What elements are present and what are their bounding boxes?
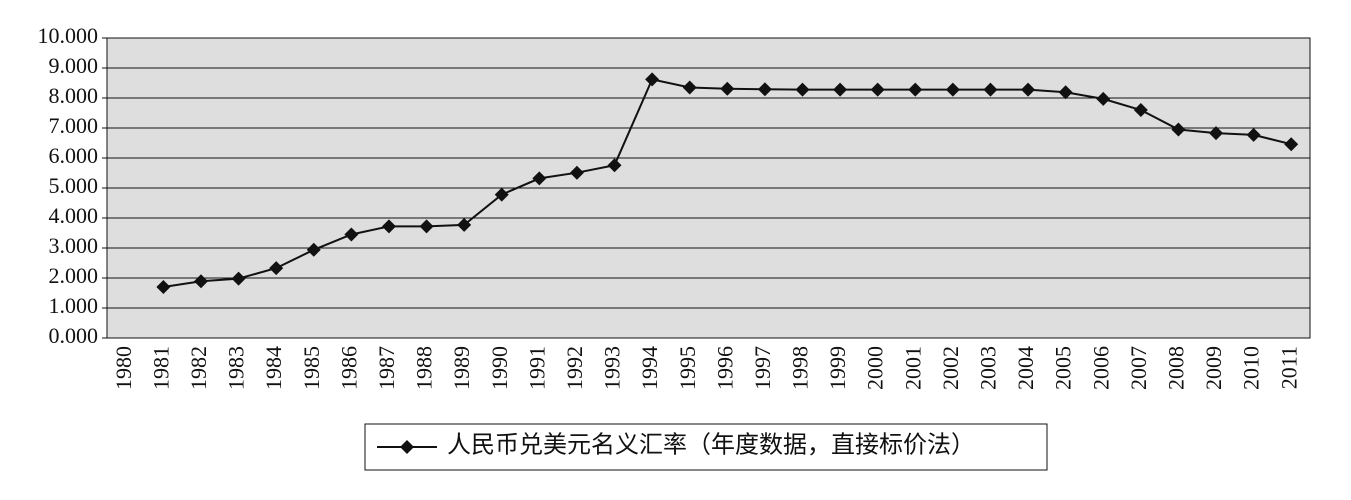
marker	[795, 82, 810, 97]
marker	[344, 227, 359, 242]
x-tick-label: 1990	[487, 346, 512, 390]
y-tick-label: 0.000	[49, 323, 99, 348]
y-tick-label: 7.000	[49, 113, 99, 138]
y-tick-label: 3.000	[49, 233, 99, 258]
marker	[1058, 85, 1073, 100]
x-tick-label: 2009	[1201, 346, 1226, 390]
x-tick-label: 1988	[412, 346, 437, 390]
x-tick-label: 2007	[1126, 346, 1151, 390]
marker	[306, 242, 321, 257]
y-tick-label: 10.000	[38, 23, 99, 48]
y-tick-label: 6.000	[49, 143, 99, 168]
x-tick-label: 2000	[863, 346, 888, 390]
marker	[1284, 137, 1299, 152]
marker	[1133, 103, 1148, 117]
marker	[1246, 127, 1261, 142]
marker	[1021, 82, 1036, 97]
x-tick-label: 2004	[1013, 346, 1038, 390]
x-tick-label: 2001	[900, 346, 925, 390]
x-tick-label: 1989	[449, 346, 474, 390]
x-tick-label: 2011	[1276, 346, 1301, 389]
x-tick-label: 1994	[637, 346, 662, 390]
y-tick-label: 1.000	[49, 293, 99, 318]
marker	[607, 158, 622, 173]
x-tick-label: 1981	[148, 346, 173, 390]
marker	[645, 72, 660, 87]
marker	[419, 219, 434, 234]
y-tick-label: 4.000	[49, 203, 99, 228]
x-tick-label: 1992	[562, 346, 587, 390]
legend-marker	[400, 440, 414, 454]
y-tick-label: 9.000	[49, 53, 99, 78]
marker	[682, 80, 697, 95]
marker	[945, 82, 960, 97]
x-tick-label: 2010	[1239, 346, 1264, 390]
x-tick-label: 2003	[976, 346, 1001, 390]
y-tick-label: 2.000	[49, 263, 99, 288]
x-tick-label: 1985	[299, 346, 324, 390]
x-tick-label: 1980	[111, 346, 136, 390]
y-tick-label: 8.000	[49, 83, 99, 108]
marker	[908, 82, 923, 97]
y-tick-label: 5.000	[49, 173, 99, 198]
x-tick-label: 1997	[750, 346, 775, 390]
marker	[870, 82, 885, 97]
marker	[569, 165, 584, 180]
marker	[193, 274, 208, 289]
marker	[156, 280, 171, 294]
marker	[1209, 126, 1224, 141]
marker	[532, 171, 547, 186]
x-tick-label: 1983	[224, 346, 249, 390]
x-tick-label: 2008	[1163, 346, 1188, 390]
marker	[720, 81, 735, 96]
marker	[833, 82, 848, 97]
x-tick-label: 1984	[261, 346, 286, 390]
marker	[757, 82, 772, 97]
legend-label: 人民币兑美元名义汇率（年度数据，直接标价法）	[447, 432, 975, 459]
x-tick-label: 1993	[600, 346, 625, 390]
x-tick-label: 2002	[938, 346, 963, 390]
x-tick-label: 1991	[524, 346, 549, 390]
x-tick-label: 2006	[1088, 346, 1113, 390]
marker	[1096, 91, 1111, 106]
marker	[983, 82, 998, 97]
x-tick-label: 1987	[374, 346, 399, 390]
marker	[269, 261, 284, 276]
x-tick-label: 1999	[825, 346, 850, 390]
legend-box	[364, 423, 1048, 471]
x-tick-label: 1982	[186, 346, 211, 390]
x-tick-label: 2005	[1051, 346, 1076, 390]
marker	[457, 217, 472, 232]
x-tick-label: 1986	[336, 346, 361, 390]
marker	[381, 219, 396, 234]
marker	[494, 187, 509, 202]
x-tick-label: 1998	[788, 346, 813, 390]
marker	[1171, 122, 1186, 137]
marker	[231, 271, 246, 286]
x-tick-label: 1996	[712, 346, 737, 390]
x-tick-label: 1995	[675, 346, 700, 390]
